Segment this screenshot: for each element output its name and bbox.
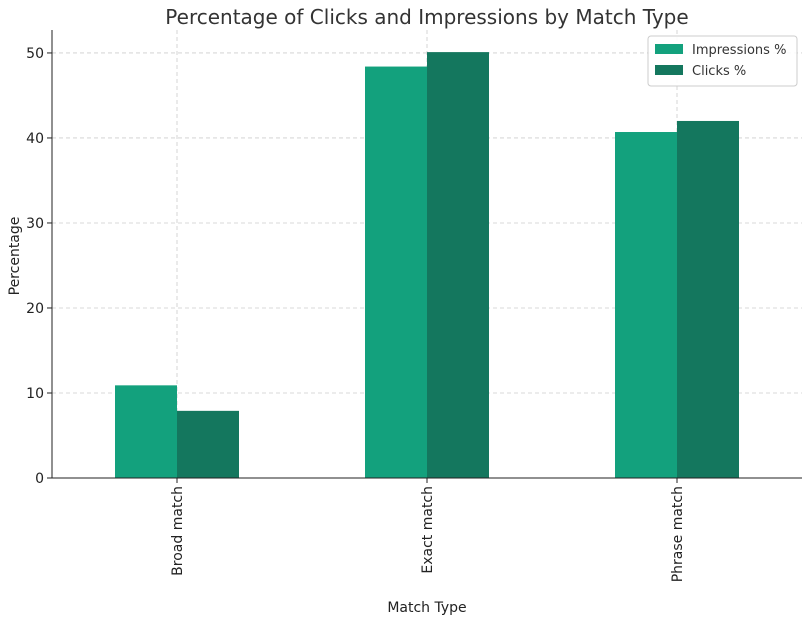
bars [115,52,739,479]
bar-impressions-phrase-match [615,132,677,478]
bar-impressions-exact-match [365,66,427,478]
legend-label: Impressions % [692,43,786,58]
legend-label: Clicks % [692,64,746,79]
y-tick-label: 50 [26,46,44,62]
y-tick-label: 0 [35,471,44,487]
legend-swatch [655,44,683,54]
bar-clicks-phrase-match [677,120,739,479]
chart-title: Percentage of Clicks and Impressions by … [165,5,688,29]
y-ticks: 0 10 20 30 40 50 [26,46,52,487]
x-ticks: Broad match Exact match Phrase match [170,478,686,582]
y-tick-label: 40 [26,131,44,147]
y-axis-label: Percentage [7,217,23,296]
y-tick-label: 30 [26,216,44,232]
legend: Impressions % Clicks % [647,35,798,87]
legend-swatch [655,65,683,75]
y-tick-label: 20 [26,301,44,317]
y-tick-label: 10 [26,386,44,402]
bar-clicks-broad-match [177,410,239,478]
x-tick-label: Exact match [420,486,436,574]
x-axis-label: Match Type [387,600,466,616]
x-tick-label: Broad match [170,486,186,576]
bar-clicks-exact-match [427,52,489,478]
bar-impressions-broad-match [115,385,177,478]
x-tick-label: Phrase match [670,486,686,582]
legend-box [647,35,798,87]
